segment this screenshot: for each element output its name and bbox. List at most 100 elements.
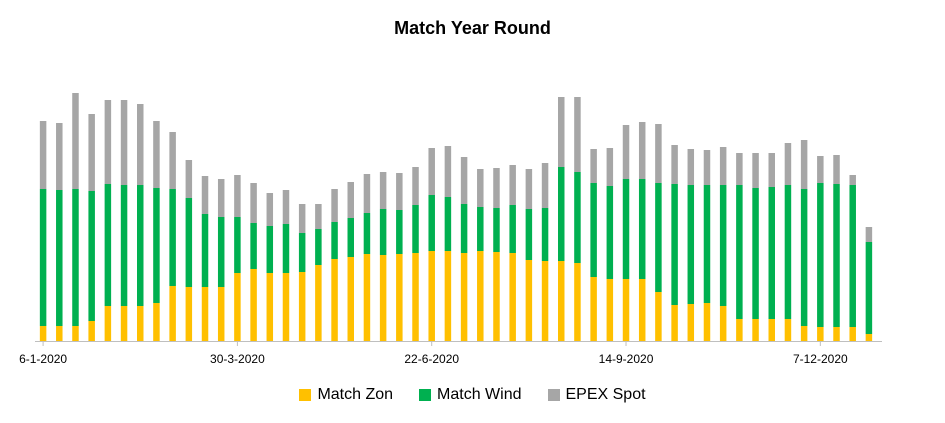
bar-match-zon-43	[736, 319, 743, 341]
bar-match-wind-36	[622, 179, 630, 279]
bar-match-zon-30	[525, 260, 533, 341]
bar-match-wind-34	[590, 183, 597, 277]
bar-epex-spot-8	[169, 132, 176, 189]
bar-epex-spot-49	[833, 155, 840, 184]
x-tick-label: 22-6-2020	[404, 352, 459, 366]
bar-match-zon-39	[671, 305, 678, 341]
bar-epex-spot-37	[638, 122, 646, 179]
bar-match-wind-9	[185, 198, 193, 287]
bar-match-zon-18	[331, 259, 338, 341]
bar-epex-spot-24	[428, 148, 435, 195]
x-tick-label: 30-3-2020	[210, 352, 265, 366]
bar-epex-spot-41	[703, 150, 711, 185]
bar-match-zon-38	[655, 292, 662, 341]
bar-match-zon-42	[719, 306, 727, 341]
bar-match-wind-35	[606, 186, 614, 279]
bar-match-zon-20	[363, 254, 371, 341]
bar-match-wind-23	[412, 205, 419, 253]
bar-epex-spot-38	[655, 124, 662, 183]
bar-match-wind-33	[574, 172, 581, 263]
bar-epex-spot-3	[88, 114, 95, 191]
bar-match-zon-5	[120, 306, 128, 341]
bar-match-zon-2	[72, 326, 79, 341]
bar-match-zon-28	[493, 252, 500, 341]
bar-match-wind-24	[428, 195, 435, 251]
bar-epex-spot-46	[784, 143, 792, 185]
bar-epex-spot-28	[493, 168, 500, 208]
bar-match-wind-42	[719, 185, 727, 306]
bar-match-zon-31	[541, 261, 549, 341]
x-tick-label: 6-1-2020	[19, 352, 67, 366]
bar-match-wind-11	[217, 217, 225, 287]
bar-epex-spot-6	[137, 104, 144, 185]
bar-match-wind-47	[800, 189, 808, 326]
bar-match-zon-41	[703, 303, 711, 341]
bar-epex-spot-35	[606, 148, 614, 186]
bar-match-zon-46	[784, 319, 792, 341]
bar-epex-spot-32	[558, 97, 565, 167]
bar-match-wind-19	[347, 218, 354, 257]
bar-match-wind-29	[509, 205, 516, 253]
bar-match-wind-48	[817, 183, 824, 327]
bar-match-zon-21	[379, 255, 387, 341]
legend: Match Zon Match Wind EPEX Spot	[0, 386, 945, 404]
bar-match-zon-40	[687, 304, 695, 341]
bar-match-wind-50	[849, 185, 856, 327]
bar-epex-spot-17	[315, 204, 322, 229]
bar-match-zon-26	[460, 253, 468, 341]
bar-match-zon-32	[558, 261, 565, 341]
bar-match-zon-36	[622, 279, 630, 341]
bar-match-zon-23	[412, 253, 419, 341]
bar-match-wind-28	[493, 208, 500, 252]
bar-match-wind-27	[477, 207, 484, 251]
bar-match-wind-16	[298, 233, 306, 272]
bar-match-wind-22	[396, 210, 403, 254]
bar-match-wind-51	[865, 242, 873, 334]
bar-epex-spot-1	[56, 123, 63, 190]
bar-epex-spot-44	[752, 153, 759, 188]
bar-match-wind-39	[671, 184, 678, 305]
bar-epex-spot-43	[736, 153, 743, 185]
bar-match-zon-27	[477, 251, 484, 341]
bar-epex-spot-47	[800, 140, 808, 189]
bar-epex-spot-51	[865, 227, 873, 242]
bar-epex-spot-30	[525, 169, 533, 209]
bar-match-wind-25	[444, 197, 452, 251]
bar-epex-spot-27	[477, 169, 484, 207]
bar-epex-spot-31	[541, 163, 549, 208]
bar-match-zon-33	[574, 263, 581, 341]
bar-match-wind-5	[120, 185, 128, 306]
legend-item-epex-spot: EPEX Spot	[547, 386, 646, 404]
bar-match-zon-22	[396, 254, 403, 341]
legend-label-match-wind: Match Wind	[437, 386, 522, 403]
bar-match-wind-15	[282, 224, 290, 273]
bar-match-wind-26	[460, 204, 468, 253]
bar-epex-spot-42	[719, 147, 727, 185]
chart-title: Match Year Round	[394, 18, 551, 38]
bar-epex-spot-16	[298, 204, 306, 233]
bar-match-wind-30	[525, 209, 533, 260]
bar-match-wind-8	[169, 189, 176, 286]
bar-epex-spot-34	[590, 149, 597, 183]
bar-match-wind-37	[638, 179, 646, 279]
bar-match-wind-44	[752, 188, 759, 319]
bar-epex-spot-50	[849, 175, 856, 185]
bar-match-wind-4	[104, 184, 112, 306]
legend-label-match-zon: Match Zon	[317, 386, 394, 403]
legend-swatch-epex-spot	[547, 389, 560, 401]
bar-match-zon-4	[104, 306, 112, 341]
bar-match-zon-6	[137, 306, 144, 341]
bar-epex-spot-36	[622, 125, 630, 179]
bar-epex-spot-18	[331, 189, 338, 222]
bar-epex-spot-19	[347, 182, 354, 218]
bar-epex-spot-45	[768, 153, 775, 187]
bar-match-zon-45	[768, 319, 775, 341]
bar-match-zon-16	[298, 272, 306, 341]
bar-match-wind-32	[558, 167, 565, 261]
bar-match-wind-21	[379, 209, 387, 255]
bar-match-zon-17	[315, 265, 322, 341]
bar-match-zon-12	[234, 273, 241, 341]
bar-match-zon-13	[250, 269, 257, 341]
bar-epex-spot-13	[250, 183, 257, 223]
bar-match-zon-3	[88, 321, 95, 341]
